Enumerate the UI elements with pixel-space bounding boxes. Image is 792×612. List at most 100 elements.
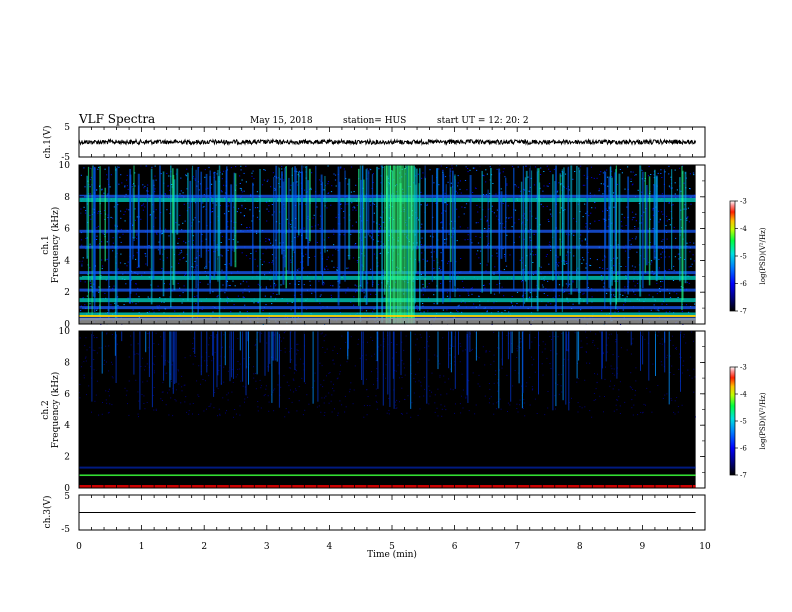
spec2-noise bbox=[376, 378, 378, 380]
spec2-noise bbox=[192, 413, 193, 415]
spec1-noise bbox=[311, 172, 313, 174]
spec1-noise bbox=[432, 308, 434, 310]
spec1-noise bbox=[110, 304, 112, 306]
spec1-noise bbox=[496, 284, 498, 286]
spec1-noise bbox=[428, 283, 430, 285]
spec1-noise bbox=[323, 283, 325, 285]
spec1-noise bbox=[131, 186, 133, 188]
spec1-noise bbox=[270, 242, 272, 244]
spec2-noise bbox=[198, 365, 200, 367]
spec1-noise bbox=[257, 283, 259, 285]
spec1-noise bbox=[516, 303, 518, 304]
spec2-noise bbox=[138, 416, 139, 418]
spec2-noise bbox=[441, 415, 443, 417]
spec1-noise bbox=[556, 191, 558, 193]
spec2-noise bbox=[542, 374, 544, 376]
spec1-noise bbox=[281, 165, 283, 167]
spec1-noise bbox=[131, 302, 134, 304]
spec1-noise bbox=[502, 248, 504, 250]
spec2-noise bbox=[561, 374, 563, 376]
spec1-noise bbox=[692, 172, 695, 174]
spec2-noise bbox=[323, 397, 325, 399]
spec2-noise bbox=[333, 383, 334, 385]
spec1-noise bbox=[166, 257, 168, 259]
spec1-noise bbox=[147, 296, 149, 298]
spec1-noise bbox=[611, 296, 613, 298]
spec2-noise bbox=[437, 415, 439, 417]
spec2-noise bbox=[383, 338, 385, 340]
spec1-noise bbox=[144, 253, 146, 255]
spec2-noise bbox=[111, 334, 113, 335]
spec1-noise bbox=[532, 254, 534, 256]
spec1-noise bbox=[287, 302, 289, 304]
spec1-noise bbox=[564, 209, 566, 211]
spec1-noise bbox=[491, 205, 493, 207]
spec2-noise bbox=[687, 369, 689, 371]
spec1-noise bbox=[310, 189, 312, 191]
spec2-noise bbox=[209, 405, 211, 407]
spec2-noise bbox=[88, 385, 90, 387]
spec1-noise bbox=[477, 242, 480, 244]
spec2-noise bbox=[144, 365, 146, 367]
spec1-streak bbox=[275, 165, 278, 281]
spec1-noise bbox=[650, 309, 652, 311]
spec2-noise bbox=[431, 372, 433, 374]
spec2-noise bbox=[429, 389, 431, 391]
spec1-noise bbox=[509, 217, 511, 219]
spec2-noise bbox=[376, 408, 378, 410]
spec1-noise bbox=[688, 282, 690, 284]
spec2-noise bbox=[192, 363, 194, 365]
spec2-noise bbox=[236, 374, 238, 376]
spec1-noise bbox=[483, 284, 486, 286]
spec1-noise bbox=[318, 179, 321, 181]
spec1-noise bbox=[257, 265, 259, 267]
spec1-noise bbox=[169, 283, 171, 285]
spec1-noise bbox=[192, 244, 194, 246]
spec1-noise bbox=[226, 169, 228, 171]
spec2-noise bbox=[424, 347, 426, 349]
colorbar-1-scale bbox=[729, 200, 736, 312]
start-ut-label: start UT = 12: 20: 2 bbox=[437, 116, 529, 126]
spec2-noise bbox=[673, 411, 675, 413]
spec1-noise bbox=[227, 249, 229, 251]
spec2-noise bbox=[615, 341, 617, 343]
spec1-noise bbox=[433, 303, 435, 305]
spec1-noise bbox=[462, 287, 465, 288]
spec1-noise bbox=[450, 182, 452, 184]
spec1-noise bbox=[632, 183, 634, 185]
spec2-noise bbox=[479, 385, 481, 387]
spec1-noise bbox=[240, 165, 242, 167]
freq-tick-label: 10 bbox=[59, 327, 71, 337]
spec2-noise bbox=[420, 385, 422, 387]
spec1-noise bbox=[496, 252, 498, 254]
spec2-noise bbox=[551, 339, 552, 340]
spec1-noise bbox=[485, 169, 487, 171]
spec2-noise bbox=[529, 404, 531, 406]
spec1-streak bbox=[298, 171, 300, 236]
ch2-time-ticks bbox=[78, 331, 706, 488]
spec2-noise bbox=[666, 354, 668, 356]
spec2-noise bbox=[253, 373, 255, 375]
spec2-noise bbox=[357, 343, 359, 345]
spec1-noise bbox=[223, 184, 225, 186]
spec1-noise bbox=[167, 185, 170, 187]
spec2-noise bbox=[591, 416, 593, 418]
spec2-noise bbox=[208, 406, 210, 407]
spec2-noise bbox=[420, 336, 422, 338]
spec2-noise bbox=[691, 377, 693, 379]
ch2-spec-ylabel-freq: Frequency (kHz) bbox=[50, 372, 61, 449]
spec2-noise bbox=[516, 348, 518, 350]
spec1-noise bbox=[613, 257, 615, 259]
spec1-noise bbox=[185, 174, 187, 176]
spec2-noise bbox=[290, 359, 292, 361]
spec2-noise bbox=[90, 366, 92, 368]
spec1-noise bbox=[345, 178, 347, 180]
spec1-noise bbox=[471, 242, 473, 244]
spec2-noise bbox=[567, 349, 569, 351]
spec2-noise bbox=[613, 410, 615, 412]
spec2-streak bbox=[648, 331, 650, 381]
spec1-streak bbox=[449, 168, 451, 302]
spec2-noise bbox=[203, 410, 205, 412]
spec2-noise bbox=[475, 404, 477, 406]
spec1-noise bbox=[202, 202, 204, 204]
